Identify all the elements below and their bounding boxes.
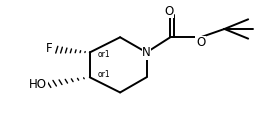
Text: or1: or1 (97, 70, 110, 79)
Text: or1: or1 (97, 50, 110, 59)
Text: O: O (164, 5, 174, 18)
Text: N: N (142, 46, 151, 59)
Text: F: F (45, 42, 52, 55)
Text: HO: HO (29, 78, 47, 91)
Text: O: O (196, 36, 205, 49)
